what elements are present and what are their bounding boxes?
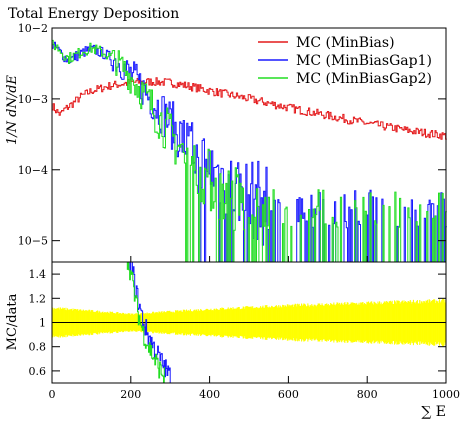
y-tick-label-top-3: 10−5 xyxy=(18,235,48,248)
x-tick-label-5: 1000 xyxy=(432,388,460,401)
legend-label-gap1: MC (MinBiasGap1) xyxy=(296,53,432,69)
y-tick-label-ratio-1: 0.8 xyxy=(29,341,47,354)
ratio-line-gap2 xyxy=(124,261,166,384)
y-tick-label-top-2: 10−4 xyxy=(18,164,48,177)
y-tick-label-top-0: 10−2 xyxy=(18,22,48,35)
y-axis-label-ratio: MC/data xyxy=(5,293,20,350)
legend-label-minbias: MC (MinBias) xyxy=(296,35,395,51)
legend-label-gap2: MC (MinBiasGap2) xyxy=(296,71,432,87)
series-line-minbias xyxy=(52,77,447,140)
ratio-panel: 0.6 0.8 1 1.2 1.4 0 200 400 600 800 1000 xyxy=(29,261,460,401)
x-tick-label-0: 0 xyxy=(49,388,56,401)
x-tick-label-2: 400 xyxy=(199,388,220,401)
x-tick-label-3: 600 xyxy=(278,388,299,401)
x-tick-label-4: 800 xyxy=(357,388,378,401)
y-tick-label-top-1: 10−3 xyxy=(18,93,48,106)
y-tick-label-ratio-2: 1 xyxy=(39,317,46,330)
legend: MC (MinBias) MC (MinBiasGap1) MC (MinBia… xyxy=(258,35,432,87)
y-tick-label-ratio-0: 0.6 xyxy=(29,365,47,378)
chart-title: Total Energy Deposition xyxy=(8,6,179,22)
y-tick-label-ratio-4: 1.4 xyxy=(29,268,47,281)
y-axis-label-top: 1/N dN/dE xyxy=(5,74,20,145)
x-tick-label-1: 200 xyxy=(120,388,141,401)
top-panel: 10−2 10−3 10−4 10−5 xyxy=(18,22,447,263)
x-axis-label: ∑ E xyxy=(421,404,446,420)
y-tick-label-ratio-3: 1.2 xyxy=(29,292,47,305)
